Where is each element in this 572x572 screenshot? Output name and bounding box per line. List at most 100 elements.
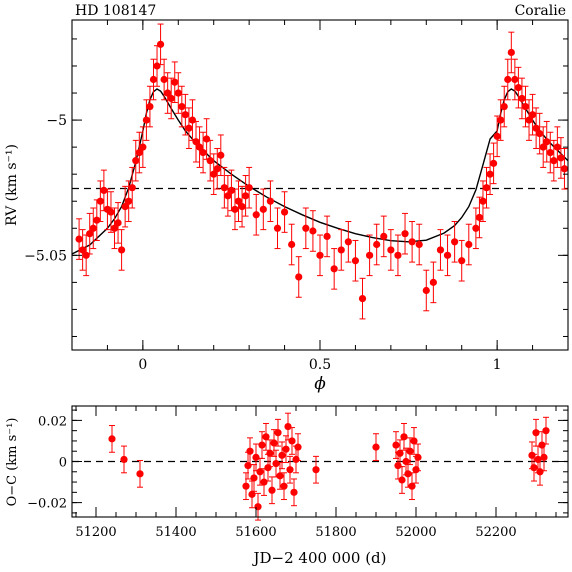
data-point (264, 464, 272, 472)
data-point (344, 238, 352, 246)
y-tick-label: 0.02 (38, 414, 67, 429)
data-point (132, 157, 140, 165)
data-point (272, 459, 280, 468)
data-point (316, 251, 324, 259)
data-point (188, 116, 197, 124)
x-tick-label: 0.5 (309, 357, 331, 373)
data-point (366, 251, 374, 259)
x-tick-label: 51800 (315, 525, 356, 540)
data-point (482, 184, 491, 192)
data-point (258, 441, 266, 449)
data-point (266, 449, 274, 457)
bottom-x-axis-label: JD−2 400 000 (d) (251, 549, 386, 567)
data-point (135, 148, 143, 157)
data-point (406, 447, 414, 455)
data-point (234, 197, 243, 205)
data-point (195, 143, 204, 151)
data-point (139, 143, 147, 151)
data-point (486, 170, 494, 178)
data-point (278, 451, 286, 459)
data-point (536, 130, 544, 138)
data-point (396, 449, 404, 457)
data-point (408, 238, 416, 246)
data-point (528, 111, 537, 119)
data-point (244, 462, 252, 470)
data-point (252, 211, 260, 219)
data-point (110, 224, 119, 232)
data-point (475, 213, 484, 222)
data-point (536, 468, 544, 476)
data-point (86, 230, 94, 238)
data-point (199, 148, 207, 157)
data-point (220, 184, 228, 192)
data-point (387, 246, 395, 254)
data-point (213, 165, 221, 173)
data-point (107, 208, 115, 216)
x-tick-label: 0 (138, 357, 147, 373)
data-point (273, 224, 282, 232)
data-point (136, 470, 144, 478)
data-point (256, 468, 264, 476)
x-tick-label: 1 (493, 357, 502, 373)
data-point (259, 205, 267, 213)
top-y-axis-label: RV (km s⁻¹) (4, 144, 20, 226)
data-point (93, 216, 101, 224)
data-point (142, 116, 150, 124)
data-point (231, 205, 239, 213)
data-point (337, 246, 345, 254)
data-point (394, 251, 402, 259)
data-point (274, 429, 282, 437)
data-point (323, 232, 331, 240)
y-tick-label: −5.05 (24, 248, 67, 264)
data-point (521, 102, 530, 111)
y-tick-label: −5 (46, 113, 67, 129)
y-tick-label: −0.02 (27, 497, 67, 512)
data-point (288, 437, 296, 445)
data-point (266, 197, 274, 205)
data-point (401, 230, 409, 238)
data-point (372, 443, 380, 451)
data-point (270, 439, 278, 447)
data-point (250, 474, 258, 482)
data-point (525, 116, 533, 124)
model-curve (71, 88, 569, 255)
data-point (292, 455, 300, 464)
data-point (380, 232, 388, 240)
data-point (217, 151, 225, 159)
data-point (443, 251, 452, 259)
data-point (497, 116, 505, 124)
data-point (245, 184, 253, 192)
data-point (284, 422, 292, 431)
data-point (404, 470, 412, 478)
x-tick-label: 52000 (395, 525, 436, 540)
y-tick-label: 0 (59, 456, 67, 471)
data-point (550, 157, 558, 165)
data-point (373, 240, 381, 249)
data-point (532, 124, 540, 132)
data-point (451, 238, 459, 246)
data-point (422, 286, 430, 295)
data-point (156, 40, 165, 48)
data-point (280, 208, 289, 216)
data-point (288, 240, 296, 249)
data-point (528, 451, 536, 459)
data-point (276, 472, 284, 480)
data-point (543, 138, 551, 146)
data-point (560, 165, 569, 173)
data-point (518, 94, 526, 103)
data-point (82, 251, 90, 259)
axes-layer: 0 0.5 1 −5.05 −5 (24, 20, 569, 373)
data-point (302, 224, 310, 232)
data-point (458, 257, 466, 265)
data-point (414, 453, 422, 461)
data-point (557, 154, 565, 162)
data-point (153, 62, 161, 70)
data-point (408, 482, 416, 490)
data-point (294, 443, 302, 451)
data-points-layer (75, 23, 569, 320)
bottom-plot-frame (71, 405, 569, 518)
model-curve-layer (71, 88, 569, 255)
data-point (295, 273, 303, 281)
data-point (542, 427, 550, 435)
data-point (553, 143, 561, 151)
